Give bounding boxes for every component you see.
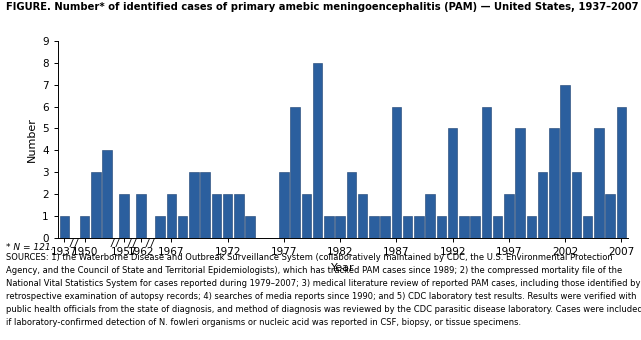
Bar [380,216,390,238]
Bar [80,216,90,238]
Bar [437,216,446,238]
Bar [426,194,435,238]
Bar [572,172,581,238]
Bar [538,172,547,238]
Bar [234,194,244,238]
Bar [403,216,412,238]
Bar [358,194,367,238]
Bar [470,216,480,238]
Bar [290,106,300,238]
Bar [119,194,129,238]
Bar [212,194,221,238]
Bar [549,129,559,238]
Bar [313,63,322,238]
Bar [392,106,401,238]
Bar [155,216,165,238]
Text: FIGURE. Number* of identified cases of primary amebic meningoencephalitis (PAM) : FIGURE. Number* of identified cases of p… [6,2,639,12]
X-axis label: Year: Year [331,262,354,273]
Bar [301,194,311,238]
Text: SOURCES: 1) the Waterborne Disease and Outbreak Surveillance System (collaborati: SOURCES: 1) the Waterborne Disease and O… [6,253,613,262]
Bar [335,216,345,238]
Text: National Vital Statistics System for cases reported during 1979–2007; 3) medical: National Vital Statistics System for cas… [6,279,641,288]
Bar [459,216,469,238]
Bar [189,172,199,238]
Bar [414,216,424,238]
Bar [448,129,458,238]
Bar [178,216,187,238]
Bar [617,106,626,238]
Text: //: // [145,238,156,248]
Bar [136,194,146,238]
Bar [527,216,536,238]
Bar [324,216,334,238]
Bar [223,194,233,238]
Bar [347,172,356,238]
Text: retrospective examination of autopsy records; 4) searches of media reports since: retrospective examination of autopsy rec… [6,292,637,301]
Bar [91,172,101,238]
Y-axis label: Number: Number [26,117,37,162]
Bar [369,216,379,238]
Text: //: // [110,238,122,248]
Text: //: // [127,238,138,248]
Bar [594,129,604,238]
Text: //: // [69,238,80,248]
Bar [515,129,525,238]
Text: * N = 121.: * N = 121. [6,243,54,252]
Bar [481,106,491,238]
Text: Agency, and the Council of State and Territorial Epidemiologists), which has tra: Agency, and the Council of State and Ter… [6,266,622,275]
Bar [583,216,592,238]
Bar [200,172,210,238]
Bar [493,216,503,238]
Bar [560,85,570,238]
Bar [246,216,255,238]
Bar [605,194,615,238]
Bar [279,172,288,238]
Text: if laboratory-confirmed detection of N. fowleri organisms or nucleic acid was re: if laboratory-confirmed detection of N. … [6,318,522,327]
Text: public health officials from the state of diagnosis, and method of diagnosis was: public health officials from the state o… [6,305,641,314]
Bar [103,150,112,238]
Bar [504,194,513,238]
Bar [167,194,176,238]
Bar [60,216,69,238]
